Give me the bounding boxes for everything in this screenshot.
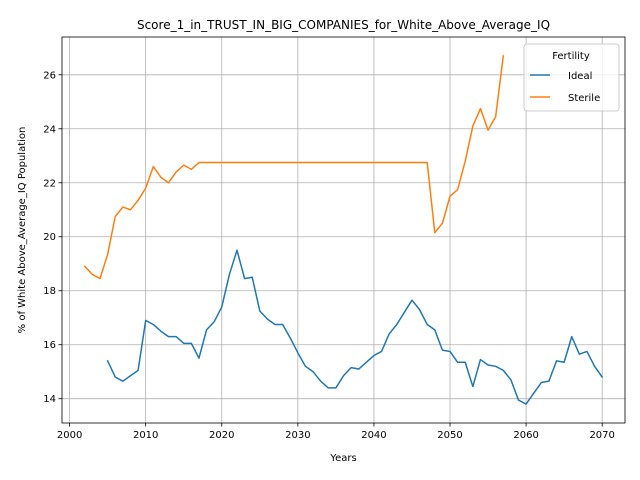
series-layer xyxy=(83,55,604,405)
x-tick-label: 2010 xyxy=(133,430,158,441)
y-axis-label: % of White Above_Average_IQ Population xyxy=(17,127,28,334)
x-tick-label: 2040 xyxy=(361,430,386,441)
x-tick-label: 2000 xyxy=(57,430,82,441)
series-line-ideal xyxy=(106,249,604,405)
x-tick-label: 2060 xyxy=(513,430,538,441)
x-tick-label: 2020 xyxy=(209,430,234,441)
x-tick-label: 2070 xyxy=(589,430,614,441)
legend: Fertility Ideal Sterile xyxy=(523,43,620,112)
y-tick-label: 16 xyxy=(43,340,56,351)
y-tick-label: 22 xyxy=(43,178,56,189)
x-tick-label: 2050 xyxy=(437,430,462,441)
x-axis-label: Years xyxy=(329,453,356,464)
y-tick-label: 14 xyxy=(43,394,56,405)
y-tick-label: 26 xyxy=(43,70,56,81)
x-axis-ticks: 2000 2010 2020 2030 2040 2050 2060 2070 xyxy=(57,423,615,441)
plot-frame xyxy=(61,36,626,424)
legend-box xyxy=(523,43,620,112)
y-tick-label: 20 xyxy=(43,232,56,243)
series-line-sterile xyxy=(83,55,505,280)
legend-title: Fertility xyxy=(552,51,590,62)
y-axis-ticks: 14 16 18 20 22 24 26 xyxy=(43,70,62,405)
chart-title: Score_1_in_TRUST_IN_BIG_COMPANIES_for_Wh… xyxy=(137,18,550,32)
legend-label-sterile: Sterile xyxy=(568,93,600,104)
y-tick-label: 18 xyxy=(43,286,56,297)
x-tick-label: 2030 xyxy=(285,430,310,441)
legend-label-ideal: Ideal xyxy=(568,71,592,82)
y-tick-label: 24 xyxy=(43,124,56,135)
